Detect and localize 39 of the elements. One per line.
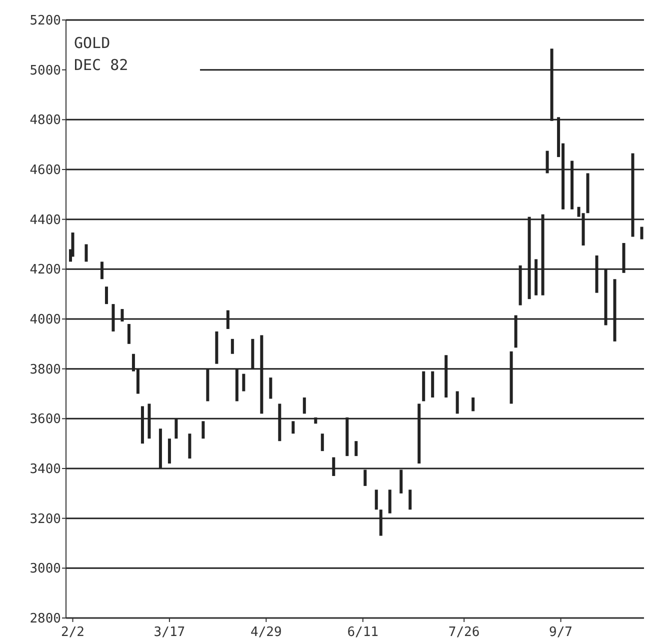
- y-tick-label: 4000: [30, 312, 61, 328]
- y-tick-label: 4200: [30, 262, 61, 278]
- y-tick-label: 2800: [30, 612, 61, 627]
- y-tick-label: 3800: [30, 362, 61, 378]
- y-tick-label: 5200: [30, 14, 61, 29]
- bar: [388, 490, 392, 514]
- x-tick-label: 9/7: [549, 625, 573, 640]
- bar: [302, 397, 306, 414]
- text: DEC 82: [74, 56, 128, 74]
- bar: [354, 441, 358, 456]
- bar: [320, 434, 324, 452]
- bar: [408, 490, 412, 510]
- bar: [188, 434, 192, 459]
- bar: [215, 331, 218, 364]
- y-tick-label: 3600: [30, 412, 61, 428]
- bar: [168, 438, 171, 464]
- bar: [640, 226, 644, 240]
- x-tick-label: 7/26: [448, 625, 480, 640]
- x-tick-label: 4/29: [250, 625, 282, 640]
- y-tick-label: 3400: [30, 462, 61, 478]
- y-tick-label: 4800: [30, 113, 61, 128]
- y-tick-label: 5000: [30, 63, 61, 78]
- bar: [230, 338, 234, 354]
- y-tick-label: 4600: [30, 163, 61, 178]
- bar: [456, 391, 459, 414]
- bar: [431, 371, 434, 398]
- x-tick-label: 6/11: [347, 625, 379, 640]
- y-tick-label: 3200: [30, 512, 61, 527]
- bar: [586, 173, 590, 214]
- x-tick-label: 2/2: [61, 625, 84, 640]
- bar: [472, 397, 475, 412]
- bar: [242, 374, 246, 392]
- bar: [374, 490, 378, 510]
- y-tick-label: 3000: [30, 562, 61, 577]
- text: GOLD: [74, 34, 110, 52]
- bar: [269, 378, 272, 399]
- bar: [422, 371, 426, 402]
- x-tick-label: 3/17: [154, 625, 186, 640]
- y-tick-label: 4400: [30, 212, 61, 228]
